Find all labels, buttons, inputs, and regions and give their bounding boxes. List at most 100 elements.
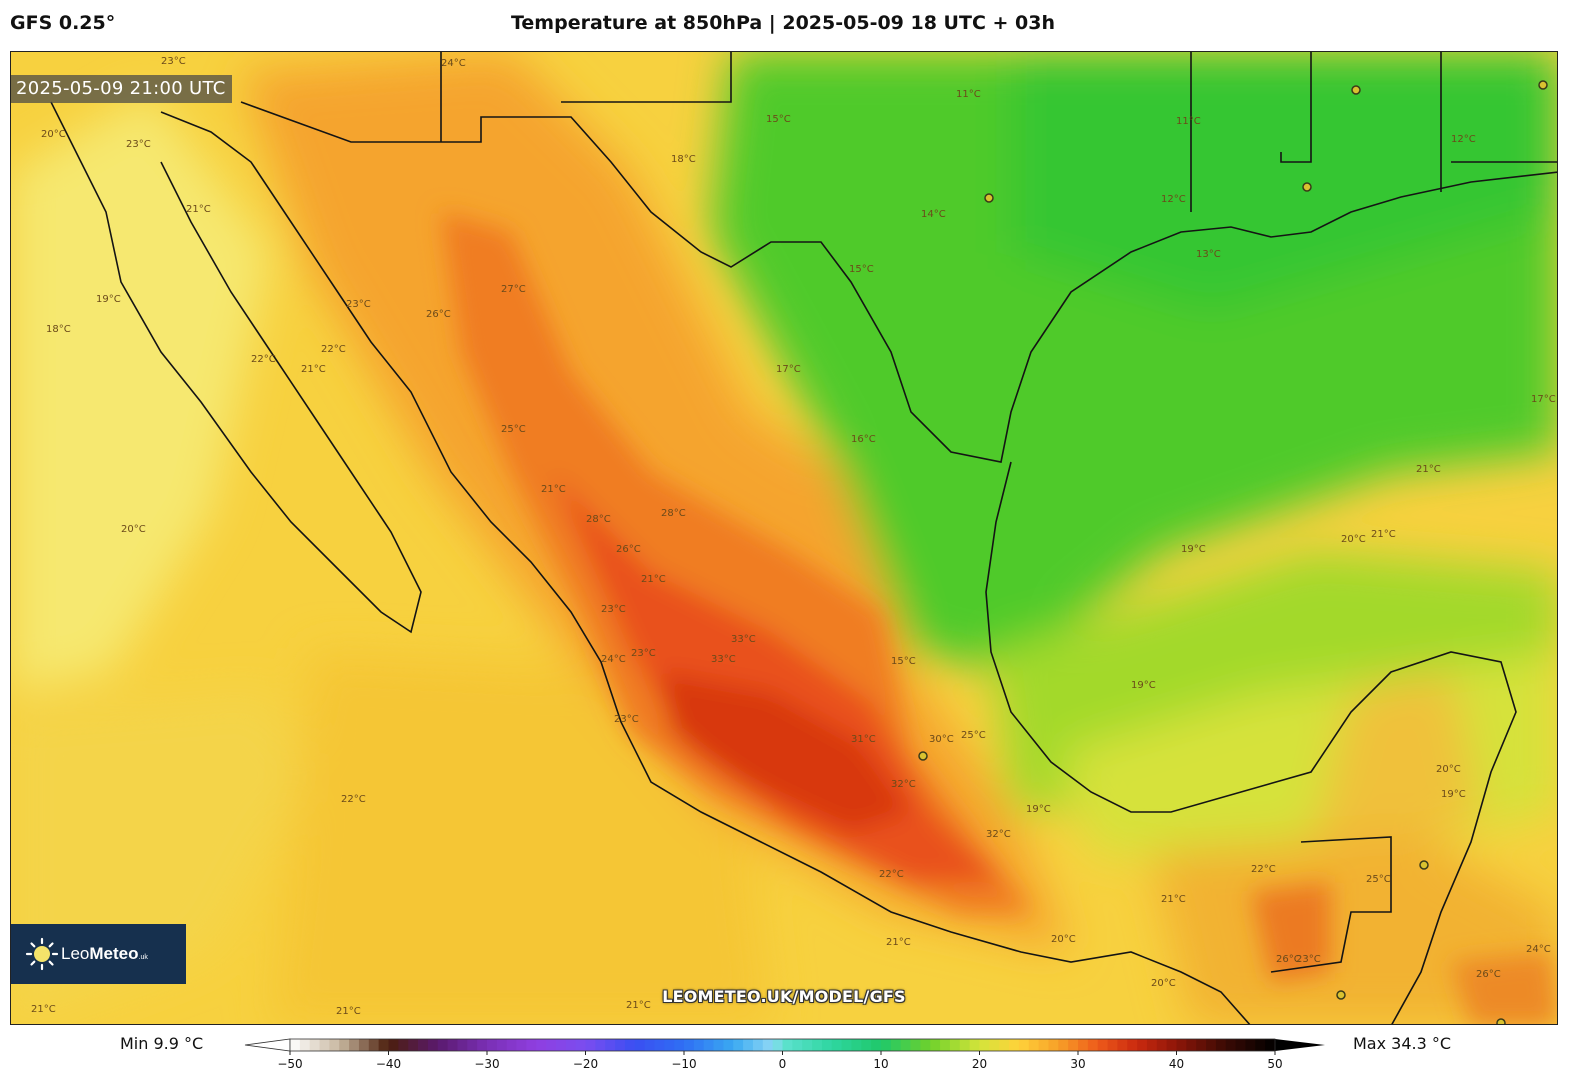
colorbar-cell xyxy=(1225,1039,1236,1051)
colorbar-cell xyxy=(555,1039,567,1051)
colorbar-cell xyxy=(349,1039,360,1051)
colorbar-tick-label: 30 xyxy=(1070,1057,1085,1071)
colorbar-cell xyxy=(565,1039,577,1051)
colorbar-cell xyxy=(1038,1039,1049,1051)
contour-labels: 23°C 24°C 20°C 23°C 21°C 19°C 18°C 23°C … xyxy=(31,56,1556,1017)
colorbar-tick-label: −20 xyxy=(573,1057,598,1071)
colorbar-cell xyxy=(821,1039,833,1051)
contour-label: 25°C xyxy=(1366,874,1391,885)
colorbar-cell xyxy=(1186,1039,1197,1051)
colorbar-cell xyxy=(398,1039,409,1051)
contour-label: 30°C xyxy=(929,734,954,745)
colorbar-tick-label: 40 xyxy=(1169,1057,1184,1071)
colorbar-cell xyxy=(388,1039,399,1051)
colorbar-cell xyxy=(910,1039,921,1051)
colorbar-cell xyxy=(585,1039,596,1051)
city-markers xyxy=(918,80,1548,1024)
contour-label: 20°C xyxy=(41,129,66,140)
colorbar-cell xyxy=(871,1039,882,1051)
colorbar-cell xyxy=(1137,1039,1148,1051)
colorbar-tick-label: −50 xyxy=(277,1057,302,1071)
colorbar-cell xyxy=(408,1039,419,1051)
contour-label: 33°C xyxy=(731,634,756,645)
contour-label: 22°C xyxy=(251,354,276,365)
contour-label: 22°C xyxy=(1251,864,1276,875)
colorbar-cell xyxy=(1107,1039,1118,1051)
colorbar-cell xyxy=(890,1039,902,1051)
url-watermark: LEOMETEO.UK/MODEL/GFS xyxy=(662,987,906,1006)
colorbar-cell xyxy=(546,1039,557,1051)
sun-icon xyxy=(25,937,59,971)
contour-label: 25°C xyxy=(501,424,526,435)
colorbar: −50 −40 −30 −20 −10 0 10 20 30 40 50 xyxy=(244,1038,1325,1071)
contour-label: 28°C xyxy=(661,508,686,519)
colorbar-cell xyxy=(487,1039,498,1051)
colorbar-cell xyxy=(368,1039,380,1051)
colorbar-cell xyxy=(1146,1039,1158,1051)
colorbar-cell xyxy=(1078,1039,1089,1051)
logo-text-bold: Meteo xyxy=(89,944,139,963)
leometeo-logo: LeoMeteo.uk xyxy=(11,924,186,984)
colorbar-cell xyxy=(1235,1039,1246,1051)
contour-label: 21°C xyxy=(1416,464,1441,475)
city-marker xyxy=(1538,80,1548,90)
contour-label: 16°C xyxy=(851,434,876,445)
contour-label: 20°C xyxy=(1436,764,1461,775)
colorbar-cell xyxy=(457,1039,468,1051)
colorbar-cell xyxy=(782,1039,793,1051)
contour-label: 24°C xyxy=(441,58,466,69)
contour-label: 15°C xyxy=(849,264,874,275)
colorbar-cell xyxy=(477,1039,488,1051)
colorbar-cell xyxy=(733,1039,744,1051)
contour-label: 24°C xyxy=(601,654,626,665)
city-marker xyxy=(984,193,994,203)
contour-label: 23°C xyxy=(631,648,656,659)
colorbar-cell xyxy=(378,1039,389,1051)
contour-label: 15°C xyxy=(891,656,916,667)
contour-label: 20°C xyxy=(1151,978,1176,989)
colorbar-cell xyxy=(920,1039,931,1051)
colorbar-cell xyxy=(1255,1039,1266,1051)
colorbar-cell xyxy=(1097,1039,1108,1051)
colorbar-cell xyxy=(693,1039,705,1051)
contour-label: 26°C xyxy=(616,544,641,555)
colorbar-cell xyxy=(358,1039,370,1051)
contour-label: 19°C xyxy=(1131,680,1156,691)
colorbar-cell xyxy=(654,1039,665,1051)
colorbar-cell xyxy=(575,1039,586,1051)
contour-label: 21°C xyxy=(31,1004,56,1015)
contour-label: 22°C xyxy=(879,869,904,880)
contour-label: 17°C xyxy=(776,364,801,375)
temperature-field-svg: 23°C 24°C 20°C 23°C 21°C 19°C 18°C 23°C … xyxy=(11,52,1557,1024)
colorbar-cell xyxy=(595,1039,606,1051)
contour-label: 20°C xyxy=(1341,534,1366,545)
weather-map[interactable]: 23°C 24°C 20°C 23°C 21°C 19°C 18°C 23°C … xyxy=(10,51,1558,1025)
colorbar-cell xyxy=(605,1039,616,1051)
contour-label: 23°C xyxy=(126,139,151,150)
city-marker xyxy=(1336,990,1346,1000)
colorbar-cell xyxy=(959,1039,971,1051)
colorbar-cell xyxy=(1048,1039,1059,1051)
colorbar-cell xyxy=(841,1039,852,1051)
contour-label: 19°C xyxy=(96,294,121,305)
colorbar-cell xyxy=(664,1039,675,1051)
city-marker xyxy=(1351,85,1361,95)
colorbar-cell xyxy=(1127,1039,1138,1051)
contour-label: 14°C xyxy=(921,209,946,220)
colorbar-cell xyxy=(881,1039,892,1051)
colorbar-tick-label: 20 xyxy=(972,1057,987,1071)
contour-label: 12°C xyxy=(1161,194,1186,205)
contour-label: 26°C xyxy=(1276,954,1301,965)
colorbar-cell xyxy=(1245,1039,1256,1051)
colorbar-cell xyxy=(290,1039,301,1051)
colorbar-cell xyxy=(634,1039,645,1051)
contour-label: 28°C xyxy=(586,514,611,525)
colorbar-max-arrow xyxy=(1275,1039,1325,1051)
colorbar-cell xyxy=(969,1039,980,1051)
colorbar-cell xyxy=(526,1039,537,1051)
city-marker xyxy=(1302,182,1312,192)
colorbar-cell xyxy=(861,1039,872,1051)
logo-text-small: .uk xyxy=(138,954,148,961)
contour-label: 20°C xyxy=(121,524,146,535)
colorbar-ticks: −50 −40 −30 −20 −10 0 10 20 30 40 50 xyxy=(277,1051,1283,1071)
